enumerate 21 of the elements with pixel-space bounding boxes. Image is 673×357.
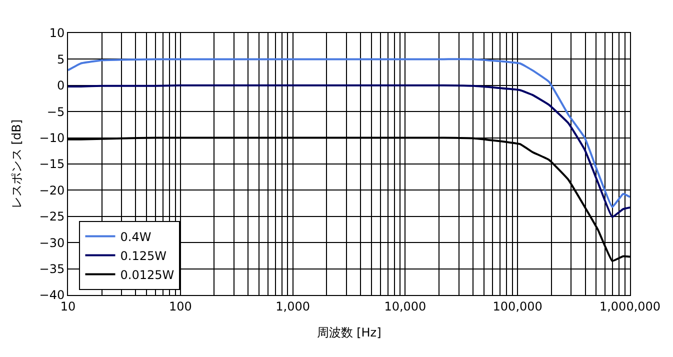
y-tick-label: 0 — [56, 78, 65, 93]
x-tick-label: 1,000,000 — [599, 299, 661, 314]
y-tick-label: 5 — [56, 52, 65, 66]
y-tick-label: −20 — [39, 183, 65, 198]
y-tick-label: −15 — [39, 157, 65, 172]
x-tick-label: 10,000 — [384, 299, 426, 314]
legend-label: 0.0125W — [120, 268, 174, 282]
x-tick-label: 1,000 — [276, 299, 310, 314]
x-tick-label: 100,000 — [492, 299, 542, 314]
y-tick-label: −35 — [39, 262, 65, 276]
y-tick-label: −5 — [46, 104, 65, 119]
x-tick-label: 100 — [168, 299, 192, 314]
legend-label: 0.4W — [120, 230, 152, 244]
y-tick-label: −10 — [39, 131, 65, 145]
y-axis-title: レスポンス [dB] — [10, 119, 24, 209]
x-axis-title: 周波数 [Hz] — [316, 325, 382, 340]
y-tick-label: −40 — [39, 288, 65, 302]
y-tick-label: −30 — [39, 236, 65, 250]
y-tick-label: 10 — [49, 26, 65, 40]
legend-label: 0.125W — [120, 248, 167, 263]
y-tick-label: −25 — [39, 210, 65, 224]
